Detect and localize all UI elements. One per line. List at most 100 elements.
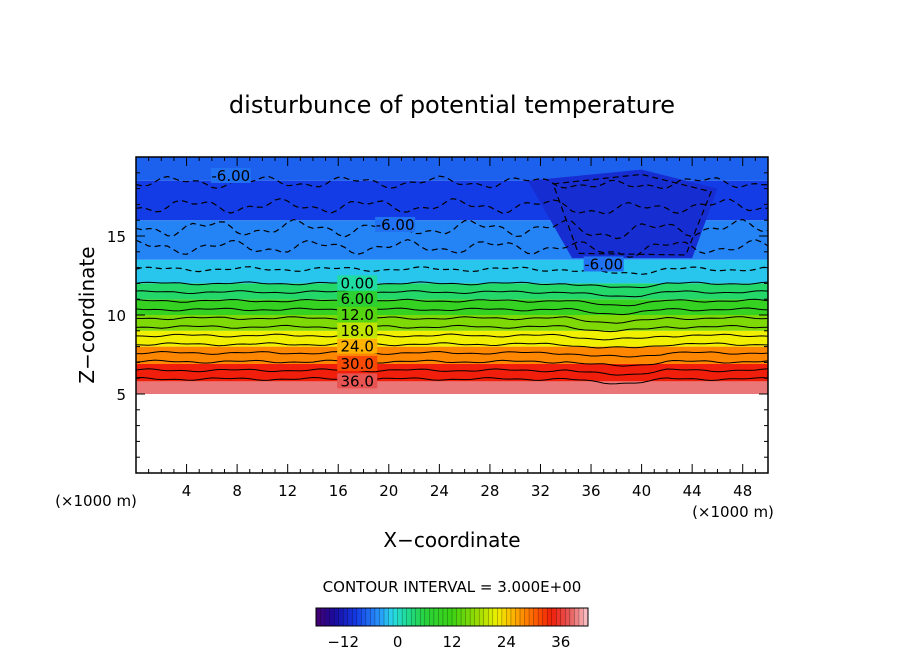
colorbar-cell-12 <box>370 608 376 626</box>
contour-line-10 <box>136 368 768 376</box>
colorbar-cell-15 <box>384 608 389 626</box>
colorbar-cell-17 <box>393 608 398 626</box>
contour-label-8: -6.00 <box>376 216 415 234</box>
colorbar-tick-label-0: −12 <box>327 633 359 651</box>
colorbar-cell-57 <box>574 608 580 626</box>
colorbar-cell-55 <box>565 608 571 626</box>
x-tick-label-8: 8 <box>232 482 242 500</box>
x-tick-label-24: 24 <box>430 482 449 500</box>
contour-label-bg-8 <box>375 216 416 232</box>
colorbar-cell-7 <box>347 608 353 626</box>
colorbar-cell-14 <box>379 608 385 626</box>
color-field <box>136 157 768 394</box>
colorbar-cell-53 <box>556 608 562 626</box>
colorbar-cell-43 <box>510 608 516 626</box>
colorbar-cell-11 <box>365 608 371 626</box>
cold-region <box>527 169 718 259</box>
dashed-contour-1 <box>136 238 768 258</box>
colorbar-cell-52 <box>551 608 557 626</box>
colorbar-frame <box>315 607 589 627</box>
colorbar-cell-0 <box>316 608 321 626</box>
contour-line-3 <box>136 307 768 316</box>
colorbar-cell-1 <box>320 608 326 626</box>
field-band-5 <box>136 299 768 315</box>
colorbar-cell-51 <box>547 608 553 626</box>
colorbar-cell-21 <box>411 608 417 626</box>
field-band-3 <box>136 330 768 347</box>
colorbar-cell-19 <box>402 608 407 626</box>
dashed-contour-2 <box>136 218 768 240</box>
field-band-2 <box>136 346 768 364</box>
contour-line-5 <box>136 324 768 333</box>
colorbar-cell-59 <box>583 608 589 626</box>
colorbar-cell-6 <box>343 608 349 626</box>
contour-line-1 <box>136 290 768 298</box>
x-tick-label-20: 20 <box>379 482 398 500</box>
y-axis-title: Z−coordinate <box>75 246 99 383</box>
field-band-7 <box>136 259 768 284</box>
colorbar-cell-34 <box>470 608 475 626</box>
contour-interval-label: CONTOUR INTERVAL = 3.000E+00 <box>323 578 582 596</box>
x-tick-label-44: 44 <box>683 482 702 500</box>
colorbar-cell-22 <box>415 608 421 626</box>
contour-label-bg-2 <box>337 307 378 322</box>
x-tick-label-4: 4 <box>182 482 192 500</box>
contour-line-4 <box>136 316 768 324</box>
colorbar <box>315 607 589 627</box>
colorbar-cell-48 <box>533 608 539 626</box>
colorbar-cell-46 <box>524 608 530 626</box>
y-tick-label-5: 5 <box>116 386 126 404</box>
x-tick-label-12: 12 <box>278 482 297 500</box>
colorbar-cell-49 <box>538 608 543 626</box>
colorbar-cell-35 <box>474 608 480 626</box>
dashed-contour-0 <box>136 266 768 275</box>
contour-label-4: 24.0 <box>340 338 373 356</box>
contour-line-7 <box>136 342 768 349</box>
colorbar-cell-10 <box>361 608 367 626</box>
colorbar-cell-58 <box>578 608 584 626</box>
field-band-4 <box>136 315 768 331</box>
contour-line-0 <box>136 281 768 289</box>
contour-line-2 <box>136 298 768 307</box>
contour-label-bg-3 <box>337 322 378 338</box>
contour-label-bg-5 <box>337 355 378 371</box>
contour-label-3: 18.0 <box>340 322 373 340</box>
colorbar-cell-25 <box>429 608 435 626</box>
contour-label-bg-0 <box>337 275 378 291</box>
field-band-1 <box>136 363 768 382</box>
contour-line-11 <box>136 376 768 385</box>
contour-label-bg-1 <box>337 291 378 307</box>
colorbar-cell-28 <box>442 608 448 626</box>
x-axis-ticks: 4 8 12 16 20 24 28 32 36 40 44 48 <box>148 157 756 500</box>
z-unit-label: (×1000 m) <box>55 492 137 510</box>
colorbar-cell-44 <box>515 608 521 626</box>
colorbar-cell-41 <box>501 608 507 626</box>
colorbar-cell-3 <box>329 608 335 626</box>
colorbar-cell-54 <box>560 608 566 626</box>
colorbar-cell-47 <box>529 608 534 626</box>
colorbar-cell-5 <box>338 608 344 626</box>
x-tick-label-28: 28 <box>480 482 499 500</box>
colorbar-cell-27 <box>438 608 444 626</box>
colorbar-cell-38 <box>488 608 494 626</box>
x-tick-label-48: 48 <box>733 482 752 500</box>
colorbar-cell-2 <box>325 608 330 626</box>
colorbar-cell-16 <box>388 608 394 626</box>
colorbar-cell-13 <box>374 608 380 626</box>
colorbar-cell-36 <box>479 608 485 626</box>
contour-label-2: 12.0 <box>340 306 373 324</box>
contour-label-5: 30.0 <box>340 355 373 373</box>
x-tick-label-16: 16 <box>329 482 348 500</box>
colorbar-tick-label-4: 36 <box>551 633 570 651</box>
dashed-contour-3 <box>136 197 768 215</box>
colorbar-tick-label-3: 24 <box>497 633 516 651</box>
y-tick-label-15: 15 <box>107 228 126 246</box>
y-axis-ticks: 5 10 15 <box>107 172 768 458</box>
colorbar-cell-42 <box>506 608 512 626</box>
contour-label-bg-4 <box>337 338 378 354</box>
colorbar-cell-26 <box>433 608 439 626</box>
colorbar-cell-56 <box>569 608 575 626</box>
field-band-0 <box>136 381 768 394</box>
